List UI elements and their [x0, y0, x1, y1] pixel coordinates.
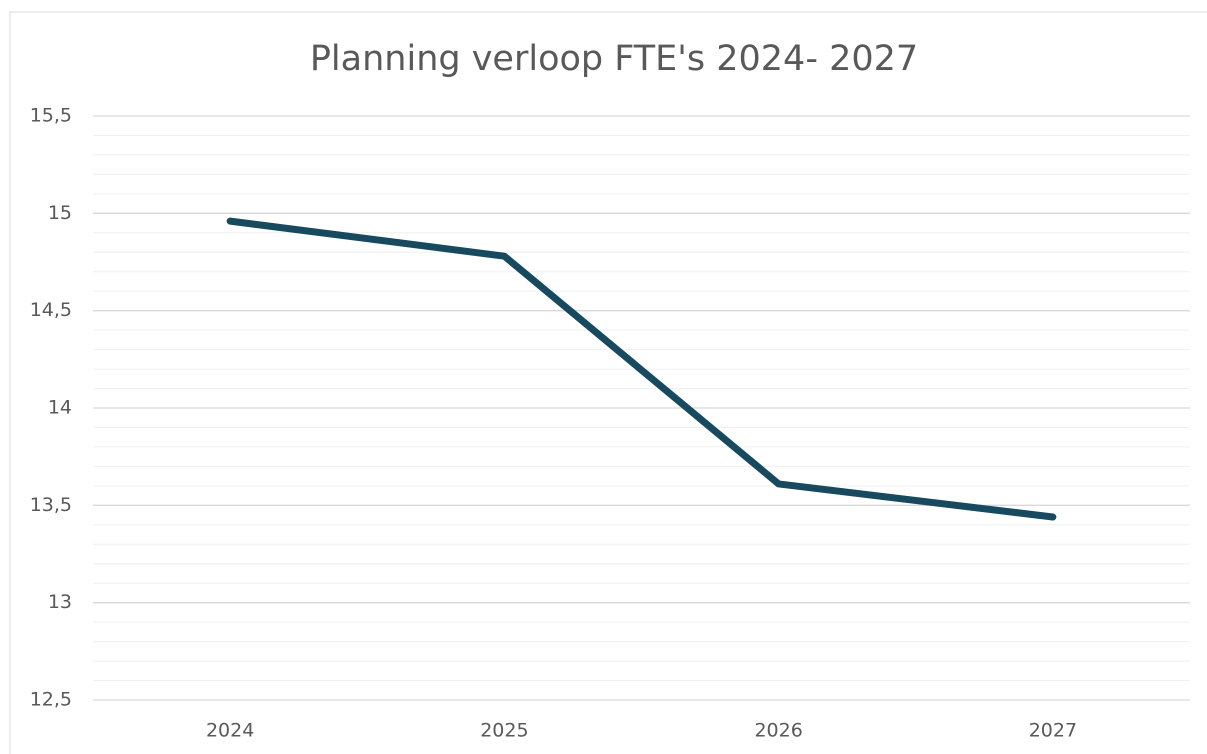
- y-tick-label: 13,5: [30, 494, 72, 516]
- y-tick-label: 13: [48, 591, 72, 613]
- x-tick-label: 2024: [206, 720, 254, 742]
- x-tick-label: 2025: [480, 720, 528, 742]
- y-tick-label: 14: [48, 397, 72, 419]
- x-tick-label: 2027: [1029, 720, 1077, 742]
- y-tick-label: 14,5: [30, 299, 72, 321]
- series-line: [226, 217, 1057, 521]
- chart-title: Planning verloop FTE's 2024- 2027: [310, 39, 918, 79]
- y-tick-label: 15,5: [30, 105, 72, 127]
- y-tick-label: 12,5: [30, 689, 72, 711]
- x-tick-label: 2026: [754, 720, 802, 742]
- y-tick-label: 15: [48, 202, 72, 224]
- chart-frame: [9, 11, 1207, 754]
